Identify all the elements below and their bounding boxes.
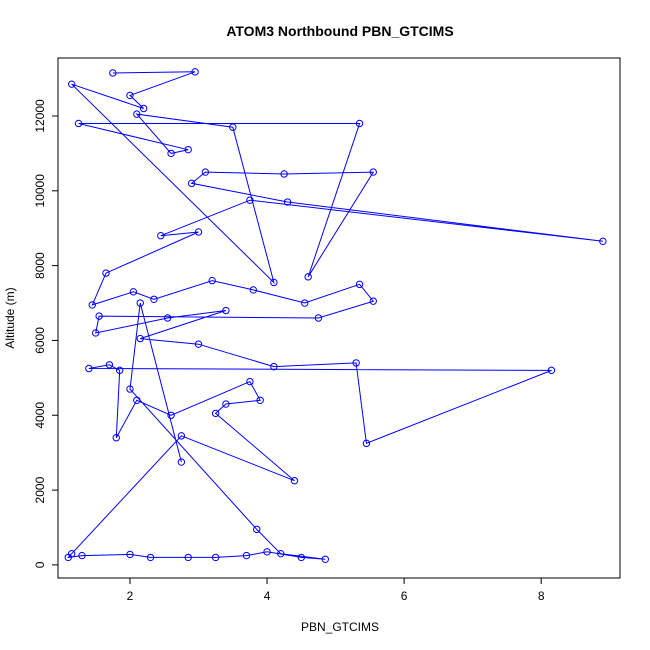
data-point <box>184 553 192 562</box>
data-point <box>133 396 141 405</box>
data-point <box>256 396 264 405</box>
data-point <box>167 411 175 419</box>
data-point <box>136 299 144 307</box>
data-point <box>246 377 254 386</box>
x-tick-label: 6 <box>401 589 408 603</box>
data-point <box>177 458 186 466</box>
data-point <box>277 549 285 558</box>
data-point <box>64 553 72 562</box>
data-point <box>88 301 96 309</box>
y-axis: 0 2000 4000 6000 8000 10000 12000 <box>33 99 58 568</box>
series-line <box>67 71 603 560</box>
y-tick-label: 12000 <box>33 99 47 133</box>
data-point <box>129 288 138 296</box>
x-tick-label: 4 <box>264 589 271 603</box>
data-point <box>249 286 258 294</box>
data-point <box>112 434 120 442</box>
data-point <box>150 295 158 303</box>
data-point <box>297 553 306 562</box>
data-point <box>167 149 175 158</box>
data-point <box>369 297 377 305</box>
data-point <box>139 104 148 113</box>
data-point <box>211 553 220 562</box>
data-point <box>133 110 141 118</box>
y-axis-label: Altitude (m) <box>3 287 17 348</box>
data-point <box>270 362 278 371</box>
data-point <box>177 432 186 440</box>
data-point <box>68 80 76 88</box>
data-point <box>222 306 230 315</box>
data-point <box>105 361 114 369</box>
data-point <box>85 364 93 373</box>
data-point <box>115 366 124 375</box>
data-point <box>362 439 371 448</box>
data-point <box>246 196 254 204</box>
data-point <box>352 359 360 367</box>
x-axis-label: PBN_GTCIMS <box>301 620 379 634</box>
data-point <box>314 314 323 322</box>
data-point <box>369 168 377 176</box>
data-point <box>263 548 271 556</box>
data-point <box>163 314 172 322</box>
y-tick-label: 8000 <box>33 252 47 279</box>
y-tick-label: 0 <box>33 561 47 568</box>
data-point <box>301 299 309 307</box>
y-tick-label: 10000 <box>33 174 47 208</box>
data-point <box>194 228 203 236</box>
data-point <box>102 269 110 277</box>
x-tick-label: 2 <box>127 589 134 603</box>
data-point <box>91 329 100 337</box>
data-point <box>157 231 165 240</box>
data-point <box>321 555 329 563</box>
data-point <box>74 119 83 128</box>
data-point <box>355 280 364 289</box>
y-tick-label: 4000 <box>33 402 47 429</box>
data-point <box>290 477 299 485</box>
data-point <box>184 145 192 154</box>
data-point <box>194 340 203 348</box>
data-point <box>270 278 278 287</box>
x-tick-label: 8 <box>538 589 545 603</box>
data-point <box>126 91 134 100</box>
data-point <box>304 273 312 281</box>
data-point <box>109 69 117 77</box>
data-point <box>208 276 216 285</box>
y-tick-label: 6000 <box>33 327 47 354</box>
data-point <box>599 237 607 246</box>
data-point <box>242 551 251 560</box>
data-point <box>201 168 210 176</box>
data-point <box>187 179 196 188</box>
chart-title: ATOM3 Northbound PBN_GTCIMS <box>226 23 453 39</box>
data-point <box>191 68 199 76</box>
plot-frame <box>57 57 621 579</box>
data-point <box>136 334 144 343</box>
y-tick-label: 2000 <box>33 476 47 503</box>
data-point <box>283 198 292 206</box>
data-point <box>95 312 103 320</box>
x-axis: 2 4 6 8 <box>127 578 545 603</box>
data-point <box>78 551 86 560</box>
data-point <box>280 170 288 178</box>
data-point <box>222 400 230 408</box>
data-point <box>126 385 134 393</box>
data-point <box>547 366 556 375</box>
data-point <box>253 525 261 534</box>
data-point <box>229 123 237 131</box>
plot-area <box>64 68 607 563</box>
data-point <box>355 119 364 128</box>
data-point <box>211 409 220 418</box>
data-point <box>146 553 155 562</box>
data-point <box>126 550 134 559</box>
